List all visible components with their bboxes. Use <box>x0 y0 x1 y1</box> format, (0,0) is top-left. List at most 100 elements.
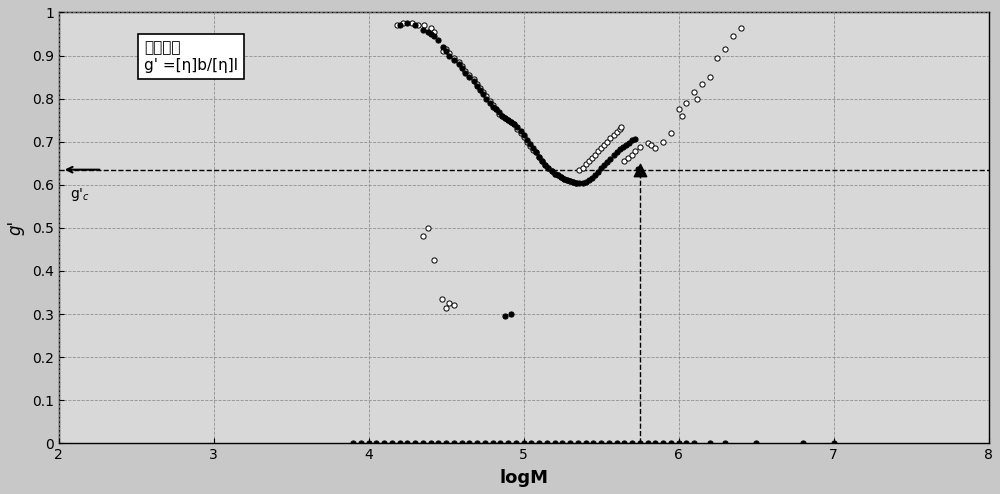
Point <box>497 114 513 122</box>
Point <box>537 162 553 169</box>
Point <box>575 179 591 187</box>
Point <box>485 439 501 447</box>
Point <box>632 143 648 151</box>
Point <box>430 439 446 447</box>
Point <box>663 129 679 137</box>
Point <box>497 312 513 320</box>
Point <box>435 47 451 55</box>
Point <box>616 439 632 447</box>
Point <box>534 157 550 165</box>
Point <box>655 439 671 447</box>
Point <box>602 155 618 163</box>
Point <box>571 165 587 173</box>
Point <box>426 32 442 40</box>
Point <box>404 19 420 27</box>
Point <box>587 171 603 179</box>
Point <box>671 439 687 447</box>
Point <box>472 84 488 92</box>
Point <box>508 439 524 447</box>
Point <box>553 173 569 181</box>
Point <box>539 439 555 447</box>
Point <box>389 21 405 29</box>
Point <box>748 439 764 447</box>
Point <box>525 144 541 152</box>
Point <box>568 179 584 187</box>
Point <box>556 175 572 183</box>
Point <box>609 439 625 447</box>
Point <box>488 105 504 113</box>
Point <box>578 178 594 186</box>
Point <box>616 157 632 165</box>
Point <box>694 80 710 87</box>
Point <box>482 97 498 105</box>
Point <box>345 439 361 447</box>
Point <box>612 125 628 133</box>
Point <box>590 168 606 176</box>
Point <box>590 147 606 155</box>
Point <box>570 439 586 447</box>
Point <box>454 65 470 73</box>
Point <box>709 54 725 62</box>
Point <box>624 439 640 447</box>
Point <box>423 30 439 38</box>
Point <box>516 133 532 141</box>
Point <box>438 47 454 55</box>
Point <box>477 439 493 447</box>
Point <box>475 88 491 96</box>
Point <box>627 147 643 155</box>
Point <box>506 121 522 128</box>
Point <box>441 51 457 59</box>
Point <box>410 21 426 29</box>
Point <box>621 139 637 147</box>
Text: g'$_c$: g'$_c$ <box>70 186 90 203</box>
Point <box>523 439 539 447</box>
Point <box>717 439 733 447</box>
Point <box>492 439 508 447</box>
Point <box>472 86 488 94</box>
Point <box>630 165 646 173</box>
Point <box>663 439 679 447</box>
Point <box>613 123 629 130</box>
Point <box>392 439 408 447</box>
Point <box>540 165 556 172</box>
Point <box>531 439 547 447</box>
Point <box>534 157 550 165</box>
Point <box>454 62 470 70</box>
Point <box>537 162 553 169</box>
Point <box>368 439 384 447</box>
Point <box>434 295 450 303</box>
Point <box>593 165 609 172</box>
Point <box>399 19 415 27</box>
Point <box>485 103 501 111</box>
Point <box>596 162 612 169</box>
Point <box>485 101 501 109</box>
Point <box>420 28 436 36</box>
Point <box>647 439 663 447</box>
Point <box>446 56 462 64</box>
Point <box>609 128 625 136</box>
Point <box>568 179 584 187</box>
Point <box>461 73 477 81</box>
Point <box>578 439 594 447</box>
Point <box>585 439 601 447</box>
Point <box>795 439 811 447</box>
Text: 支化指数
g' =[η]b/[η]l: 支化指数 g' =[η]b/[η]l <box>144 41 238 73</box>
Point <box>494 112 510 120</box>
Point <box>482 99 498 107</box>
Point <box>596 141 612 149</box>
Point <box>717 45 733 53</box>
Point <box>531 153 547 161</box>
Point <box>544 167 560 175</box>
Point <box>426 256 442 264</box>
Point <box>624 136 640 144</box>
Point <box>826 439 842 447</box>
Point <box>426 28 442 36</box>
Point <box>438 45 454 53</box>
Point <box>469 439 485 447</box>
Point <box>612 146 628 154</box>
Point <box>451 58 467 66</box>
Point <box>420 224 436 232</box>
Point <box>584 154 600 162</box>
Point <box>466 78 482 85</box>
Point <box>606 152 622 160</box>
